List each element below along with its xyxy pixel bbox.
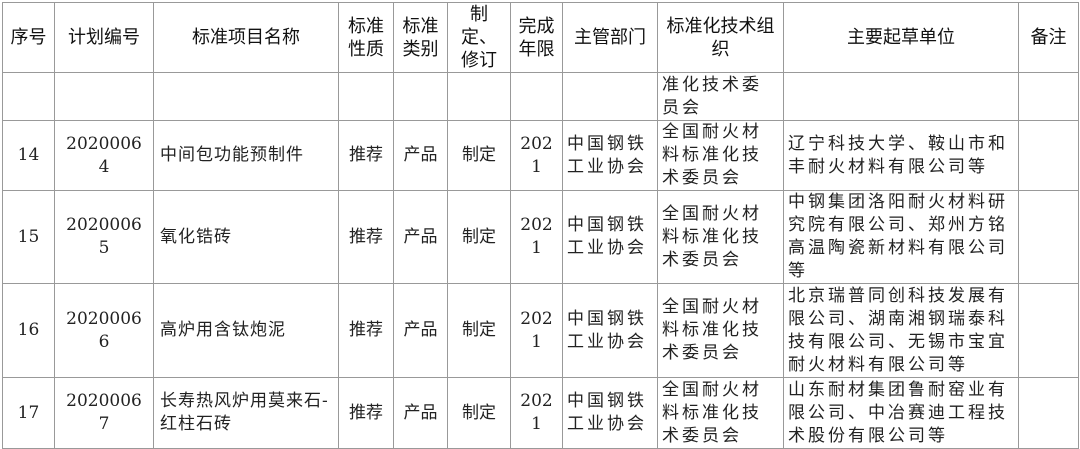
- table-row: 17 20200067 长寿热风炉用莫来石-红柱石砖 推荐 产品 制定 2021 中国钢铁工业…: [2, 377, 1079, 449]
- header-name: 标准项目名称: [153, 2, 339, 73]
- continuation-row: 准化技术委员会: [2, 72, 1079, 121]
- cell-name: 氧化锆砖: [153, 190, 339, 284]
- cell-nature: 推荐: [338, 377, 394, 449]
- cell-org: 全国耐火材料标准化技术委员会: [657, 190, 784, 284]
- cell-code: 20200067: [54, 377, 154, 449]
- cell-category: 产品: [393, 190, 448, 284]
- cell-category: 产品: [393, 377, 448, 449]
- cell-org: 全国耐火材料标准化技术委员会: [657, 283, 784, 378]
- cell-name: 高炉用含钛炮泥: [153, 283, 339, 378]
- cell-code: 20200064: [54, 120, 154, 191]
- cell-note: [1018, 377, 1079, 449]
- header-category: 标准类别: [393, 2, 448, 73]
- cell-dept: 中国钢铁工业协会: [562, 377, 658, 449]
- cell-dept: 中国钢铁工业协会: [562, 283, 658, 378]
- cell-code: 20200066: [54, 283, 154, 378]
- header-row: 序号 计划编号 标准项目名称 标准性质 标准类别 制定、修订 完成年限 主管部门…: [2, 2, 1079, 73]
- cell-name: 中间包功能预制件: [153, 120, 339, 191]
- cell-drafter: 山东耐材集团鲁耐窑业有限公司、中冶赛迪工程技术股份有限公司等: [783, 377, 1019, 449]
- cell-note: [1018, 190, 1079, 284]
- cell-year: 2021: [510, 283, 563, 378]
- cell-type: 制定: [447, 190, 511, 284]
- cell-type: 制定: [447, 283, 511, 378]
- cell-year: 2021: [510, 190, 563, 284]
- cell-year: 2021: [510, 120, 563, 191]
- table-row: 14 20200064 中间包功能预制件 推荐 产品 制定 2021 中国钢铁工业协会 全国耐火…: [2, 120, 1079, 191]
- cell-org: 准化技术委员会: [657, 72, 784, 121]
- header-type: 制定、修订: [447, 2, 511, 73]
- cell-drafter: 中钢集团洛阳耐火材料研究院有限公司、郑州方铭高温陶瓷新材料有限公司等: [783, 190, 1019, 284]
- header-note: 备注: [1018, 2, 1079, 73]
- header-code: 计划编号: [54, 2, 154, 73]
- cell-nature: 推荐: [338, 120, 394, 191]
- cell-name: 长寿热风炉用莫来石-红柱石砖: [153, 377, 339, 449]
- header-org: 标准化技术组织: [657, 2, 784, 73]
- cell-no: 14: [2, 120, 55, 191]
- header-drafter: 主要起草单位: [783, 2, 1019, 73]
- table-row: 16 20200066 高炉用含钛炮泥 推荐 产品 制定 2021 中国钢铁工业协会 全国耐火材…: [2, 283, 1079, 378]
- cell-nature: 推荐: [338, 283, 394, 378]
- header-year: 完成年限: [510, 2, 563, 73]
- header-nature: 标准性质: [338, 2, 394, 73]
- cell-type: 制定: [447, 120, 511, 191]
- cell-note: [1018, 283, 1079, 378]
- cell-drafter: 北京瑞普同创科技发展有限公司、湖南湘钢瑞泰科技有限公司、无锡市宝宜耐火材料有限公…: [783, 283, 1019, 378]
- cell-no: 15: [2, 190, 55, 284]
- cell-note: [1018, 120, 1079, 191]
- cell-org: 全国耐火材料标准化技术委员会: [657, 377, 784, 449]
- cell-year: 2021: [510, 377, 563, 449]
- cell-category: 产品: [393, 120, 448, 191]
- cell-category: 产品: [393, 283, 448, 378]
- cell-code: 20200065: [54, 190, 154, 284]
- cell-dept: 中国钢铁工业协会: [562, 190, 658, 284]
- cell-type: 制定: [447, 377, 511, 449]
- table-row: 15 20200065 氧化锆砖 推荐 产品 制定 2021 中国钢铁工业协会 全国耐火材料标准…: [2, 190, 1079, 284]
- header-no: 序号: [2, 2, 55, 73]
- cell-dept: 中国钢铁工业协会: [562, 120, 658, 191]
- cell-no: 17: [2, 377, 55, 449]
- header-dept: 主管部门: [562, 2, 658, 73]
- cell-drafter: 辽宁科技大学、鞍山市和丰耐火材料有限公司等: [783, 120, 1019, 191]
- cell-org: 全国耐火材料标准化技术委员会: [657, 120, 784, 191]
- cell-nature: 推荐: [338, 190, 394, 284]
- cell-no: 16: [2, 283, 55, 378]
